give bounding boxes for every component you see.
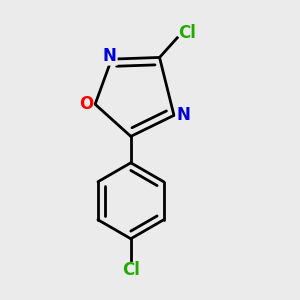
Text: O: O [79,95,93,113]
Text: Cl: Cl [122,261,140,279]
Text: N: N [103,47,117,65]
Text: Cl: Cl [178,24,196,42]
Text: N: N [176,106,190,124]
